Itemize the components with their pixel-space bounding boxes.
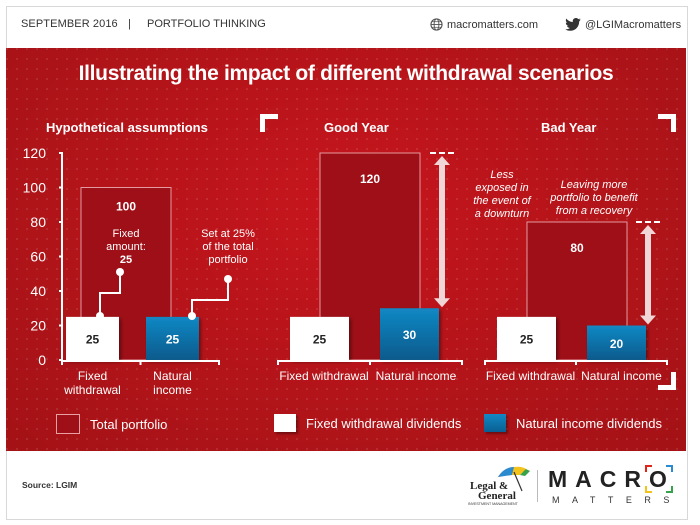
issue-date: SEPTEMBER 2016 <box>21 18 118 30</box>
fixed-withdrawal-bar <box>497 316 556 360</box>
bad-year-note: portfolio to benefit <box>549 192 638 204</box>
natural-income-value: 25 <box>166 332 180 346</box>
y-axis-tick-label: 60 <box>30 249 46 265</box>
good-year-note: exposed in <box>475 182 528 194</box>
macro-title: MACRO <box>548 466 675 492</box>
macro-matters-logo: MACRO MATTERS <box>548 466 682 505</box>
corner-bracket-bottom-right <box>658 372 676 390</box>
good-year-note: a downturn <box>475 208 529 220</box>
y-axis-tick-label: 100 <box>23 180 47 196</box>
investment-management-text: INVESTMENT MANAGEMENT <box>468 502 519 506</box>
bad-year-note: from a recovery <box>556 205 634 217</box>
y-axis-tick-label: 0 <box>38 352 46 368</box>
annotation-fixed-amount: amount: <box>106 241 146 253</box>
annotation-fixed-amount: Fixed <box>113 228 140 240</box>
connector-dot <box>188 312 196 320</box>
natural-income-value: 20 <box>610 337 624 351</box>
bad-year-note: Leaving more <box>561 179 628 191</box>
fixed-withdrawal-value: 25 <box>313 332 327 346</box>
top-bar: SEPTEMBER 2016 | PORTFOLIO THINKING macr… <box>7 7 687 41</box>
legend-swatch-total <box>56 414 80 434</box>
y-axis-tick-label: 40 <box>30 283 46 299</box>
good-year-note: Less <box>490 169 514 181</box>
category-label: Natural income <box>581 369 662 383</box>
category-label: Fixed <box>78 369 107 383</box>
legend-fixed-withdrawal: Fixed withdrawal dividends <box>274 414 461 432</box>
natural-income-bar <box>587 325 646 360</box>
legend-swatch-natural <box>484 414 506 432</box>
legend-label-natural: Natural income dividends <box>516 415 662 431</box>
category-label: Fixed withdrawal <box>279 369 368 383</box>
legend-label-total: Total portfolio <box>90 416 168 432</box>
y-axis-tick-label: 80 <box>30 214 46 230</box>
category-label: Natural <box>153 369 192 383</box>
connector-dot <box>116 268 124 276</box>
fixed-withdrawal-value: 25 <box>520 332 534 346</box>
legal-general-logo: Legal & General INVESTMENT MANAGEMENT <box>468 466 530 506</box>
arrow-head-down <box>640 315 656 325</box>
legend-total-portfolio: Total portfolio <box>56 414 167 434</box>
connector-line <box>191 279 229 316</box>
total-portfolio-value: 120 <box>360 172 380 186</box>
twitter-handle: @LGIMacromatters <box>585 18 682 31</box>
y-axis-tick-label: 20 <box>30 318 46 334</box>
umbrella-icon <box>498 466 530 492</box>
source-note: Source: LGIM <box>22 480 78 490</box>
annotation-natural-income: portfolio <box>208 254 247 266</box>
arrow-head-up <box>640 225 656 234</box>
legend-natural-income: Natural income dividends <box>484 414 662 432</box>
infographic-panel: Illustrating the impact of different wit… <box>6 48 686 451</box>
natural-income-value: 30 <box>403 328 417 342</box>
good-year-note: the event of <box>473 195 531 207</box>
legal-text: Legal & <box>470 480 508 492</box>
panel-title-assumptions: Hypothetical assumptions <box>46 120 208 135</box>
annotation-fixed-amount: 25 <box>120 254 132 266</box>
globe-frame-icon <box>645 465 673 493</box>
connector-dot <box>224 275 232 283</box>
category-label: Natural income <box>376 369 457 383</box>
corner-bracket-top-left <box>260 114 278 132</box>
logo-divider <box>537 470 538 502</box>
annotation-natural-income: of the total <box>202 241 253 253</box>
natural-income-bar <box>146 316 199 360</box>
website-text: macromatters.com <box>447 18 539 31</box>
twitter-link[interactable]: @LGIMacromatters <box>565 18 681 31</box>
panel-title-good-year: Good Year <box>324 120 389 135</box>
fixed-withdrawal-bar <box>66 316 119 360</box>
corner-bracket-top-right <box>658 114 676 132</box>
category-label: income <box>153 383 192 397</box>
legend-label-fixed: Fixed withdrawal dividends <box>306 415 462 431</box>
connector-line <box>99 272 121 316</box>
chart-title: Illustrating the impact of different wit… <box>78 62 614 85</box>
globe-icon <box>430 18 443 31</box>
header-separator: | <box>128 18 131 30</box>
legend-swatch-fixed <box>274 414 296 432</box>
natural-income-bar <box>380 308 439 360</box>
twitter-bird-icon <box>565 18 581 31</box>
category-label: Fixed withdrawal <box>486 369 575 383</box>
section-name: PORTFOLIO THINKING <box>147 18 266 30</box>
matters-subtitle: MATTERS <box>552 495 682 505</box>
website-link[interactable]: macromatters.com <box>430 18 538 31</box>
arrow-head-down <box>434 298 450 308</box>
arrow-head-up <box>434 156 450 165</box>
fixed-withdrawal-bar <box>290 316 349 360</box>
y-axis-tick-label: 120 <box>23 145 47 161</box>
total-portfolio-value: 100 <box>116 200 136 214</box>
connector-dot <box>96 312 104 320</box>
total-portfolio-value: 80 <box>570 241 584 255</box>
category-label: withdrawal <box>63 383 121 397</box>
fixed-withdrawal-value: 25 <box>86 332 100 346</box>
annotation-natural-income: Set at 25% <box>201 228 255 240</box>
general-text: General <box>478 490 516 502</box>
panel-title-bad-year: Bad Year <box>541 120 597 135</box>
